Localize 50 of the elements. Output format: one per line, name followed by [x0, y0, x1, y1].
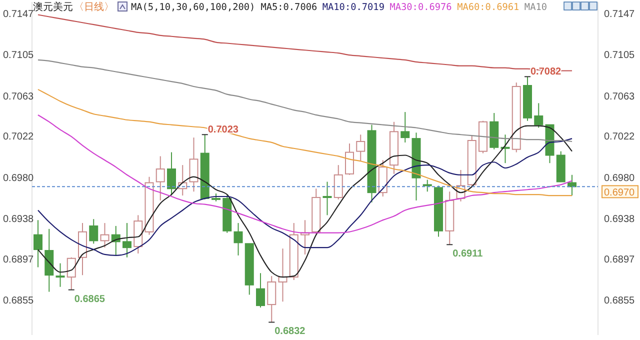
candlestick	[322, 181, 332, 216]
y2-tick-label: 0.7105	[604, 50, 636, 62]
text: MA30:0.6976	[390, 2, 452, 13]
y2-tick-label: 0.7147	[604, 8, 636, 20]
line-series	[37, 138, 573, 256]
candlestick	[122, 222, 132, 258]
line-series	[37, 59, 573, 142]
candlestick	[89, 218, 98, 244]
y2-tick-label: 0.6938	[604, 214, 636, 226]
text: MA60:0.6961	[457, 2, 520, 13]
candlestick	[189, 137, 198, 192]
ref-line-label: 0.6970	[604, 188, 636, 199]
candlestick	[100, 222, 110, 248]
candlestick	[345, 142, 354, 176]
candlestick	[66, 256, 76, 290]
annotation: 0.6832	[274, 326, 306, 338]
y-tick-label: 0.7063	[3, 91, 34, 102]
candlestick	[156, 156, 165, 201]
chart-subtitle: 〈日线〉	[74, 1, 114, 13]
candlestick	[234, 222, 243, 256]
y2-tick-label: 0.7022	[604, 132, 636, 143]
candlestick	[400, 112, 410, 143]
y2-tick-label: 0.6897	[604, 254, 636, 266]
y-tick-label: 0.7147	[3, 8, 34, 20]
candlestick	[267, 276, 276, 323]
candlestick	[422, 179, 432, 192]
y-tick-label: 0.6855	[3, 296, 34, 307]
chart-title: 澳元美元	[33, 1, 73, 13]
candlestick	[334, 164, 343, 200]
y2-tick-label: 0.6980	[604, 172, 636, 184]
candlestick	[356, 134, 366, 162]
annotation: MA(5,10,30,60,100,200)	[131, 2, 256, 13]
candlestick	[256, 272, 265, 308]
candlestick	[34, 220, 42, 268]
candlestick	[56, 262, 65, 288]
candlestick	[534, 102, 544, 128]
y2-tick-label: 0.6855	[604, 296, 636, 307]
candlestick	[167, 152, 176, 196]
y-tick-label: 0.7105	[3, 50, 34, 62]
annotation: 0.6865	[74, 294, 106, 305]
y-tick-label: 0.7022	[3, 132, 34, 143]
y-tick-label: 0.6897	[3, 254, 34, 266]
text: MA10	[524, 2, 548, 13]
y-tick-label: 0.6938	[3, 214, 34, 226]
candlestick	[500, 134, 510, 164]
text: MA10:0.7019	[322, 2, 385, 13]
text: MA5:0.7006	[260, 2, 318, 13]
y-tick-label: 0.6980	[3, 172, 34, 184]
y2-tick-label: 0.7063	[604, 91, 636, 102]
annotation: 0.6911	[452, 248, 484, 260]
